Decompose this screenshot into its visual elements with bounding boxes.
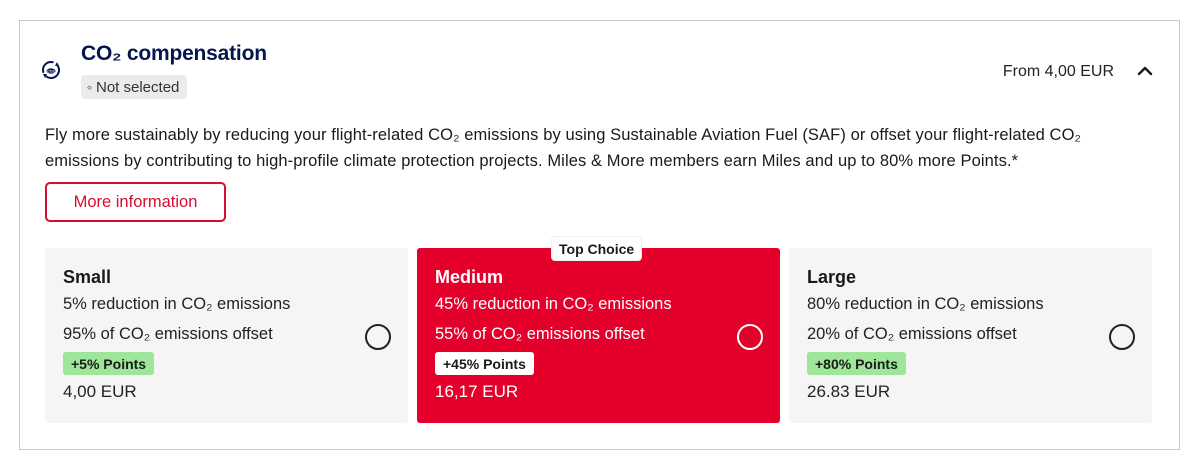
option-name: Medium bbox=[435, 267, 504, 287]
section-title: CO₂ compensation bbox=[81, 42, 267, 65]
co2-compensation-panel: CO2 CO₂ compensation ‹› Not selected Fro… bbox=[19, 20, 1180, 450]
option-offset: 20% of CO₂ emissions offset bbox=[807, 325, 1017, 343]
option-reduction: 80% reduction in CO₂ emissions bbox=[807, 295, 1044, 313]
description-text: Fly more sustainably by reducing your fl… bbox=[45, 126, 1082, 170]
option-reduction: 5% reduction in CO₂ emissions bbox=[63, 295, 291, 313]
option-name: Small bbox=[63, 267, 112, 287]
option-card-medium[interactable]: Top Choice Medium 45% reduction in CO₂ e… bbox=[417, 237, 780, 423]
price-from-label: From 4,00 EUR bbox=[1002, 63, 1114, 80]
co2-recycle-icon: CO2 bbox=[40, 59, 62, 81]
option-reduction: 45% reduction in CO₂ emissions bbox=[435, 295, 672, 313]
status-text: Not selected bbox=[96, 78, 180, 96]
option-price: 26.83 EUR bbox=[807, 382, 891, 401]
chevron-up-icon[interactable] bbox=[1135, 61, 1155, 81]
points-badge: +5% Points bbox=[63, 352, 155, 375]
option-radio[interactable] bbox=[365, 324, 391, 350]
more-information-button[interactable]: More information bbox=[45, 182, 226, 222]
top-choice-badge: Top Choice bbox=[552, 237, 642, 260]
status-badge: ‹› Not selected bbox=[81, 75, 188, 99]
option-name: Large bbox=[807, 267, 857, 287]
option-card-large[interactable]: Large 80% reduction in CO₂ emissions 20%… bbox=[789, 248, 1152, 423]
option-radio[interactable] bbox=[737, 324, 763, 350]
option-card-small[interactable]: Small 5% reduction in CO₂ emissions 95% … bbox=[45, 248, 408, 423]
points-badge: +80% Points bbox=[807, 352, 906, 375]
option-offset: 55% of CO₂ emissions offset bbox=[435, 325, 645, 343]
unselected-dots-icon: ‹› bbox=[87, 82, 92, 92]
option-price: 16,17 EUR bbox=[435, 382, 519, 401]
option-radio[interactable] bbox=[1109, 324, 1135, 350]
svg-text:CO2: CO2 bbox=[47, 69, 54, 73]
points-badge: +45% Points bbox=[435, 352, 534, 375]
option-offset: 95% of CO₂ emissions offset bbox=[63, 325, 273, 343]
option-price: 4,00 EUR bbox=[63, 382, 137, 401]
